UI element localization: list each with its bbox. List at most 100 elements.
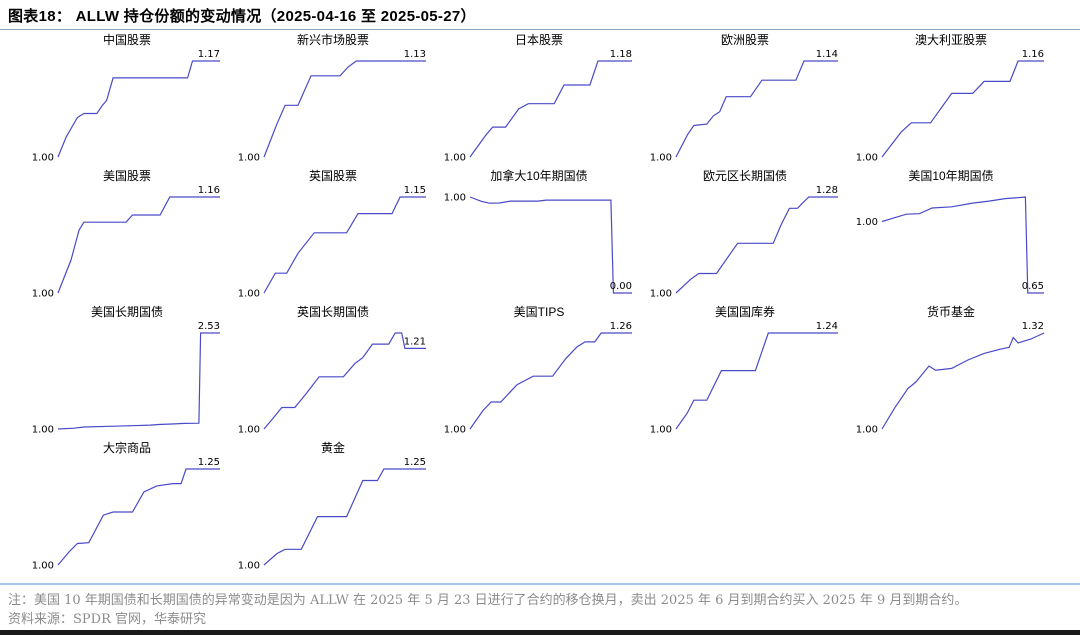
chart-start-value: 1.00: [444, 193, 466, 204]
chart-line: [881, 60, 1044, 158]
mini-chart: 美国TIPS 1.00 1.26: [436, 305, 642, 438]
footnote: 注：美国 10 年期国债和长期国债的异常变动是因为 ALLW 在 2025 年 …: [8, 593, 968, 608]
sparkline: 1.00 0.65: [856, 196, 1044, 294]
sparkline: 1.00 0.00: [444, 193, 632, 294]
footer-divider: [0, 583, 1080, 585]
chart-title: 货币基金: [926, 305, 975, 319]
chart-title: 美国长期国债: [90, 305, 163, 319]
mini-chart: 黄金 1.00 1.25: [230, 441, 436, 574]
mini-chart: 美国长期国债 1.00 2.53: [24, 305, 230, 438]
mini-chart: 美国股票 1.00 1.16: [24, 169, 230, 302]
mini-chart: 日本股票 1.00 1.18: [436, 33, 642, 166]
sparkline: 1.00 2.53: [32, 321, 220, 436]
chart-title: 加拿大10年期国债: [490, 169, 588, 183]
chart-start-value: 1.00: [444, 425, 466, 436]
chart-end-value: 1.15: [404, 185, 426, 196]
chart-start-value: 1.00: [650, 425, 672, 436]
chart-start-value: 1.00: [238, 289, 260, 300]
mini-chart: 新兴市场股票 1.00 1.13: [230, 33, 436, 166]
chart-line: [469, 332, 632, 430]
sparkline: 1.00 1.14: [650, 49, 838, 164]
chart-end-value: 1.18: [610, 49, 632, 60]
chart-title: 英国长期国债: [296, 305, 369, 319]
mini-chart: 澳大利亚股票 1.00 1.16: [848, 33, 1054, 166]
chart-end-value: 0.00: [610, 281, 632, 292]
chart-line: [57, 468, 220, 566]
chart-line: [675, 60, 838, 158]
chart-line: [469, 196, 632, 294]
mini-chart: 欧洲股票 1.00 1.14: [642, 33, 848, 166]
chart-end-value: 1.21: [404, 336, 426, 347]
chart-title: 黄金: [320, 441, 345, 455]
sparkline: 1.00 1.15: [238, 185, 426, 300]
chart-line: [263, 196, 426, 294]
chart-end-value: 1.16: [198, 185, 220, 196]
chart-title: 欧元区长期国债: [702, 169, 787, 183]
chart-title: 美国TIPS: [513, 305, 565, 319]
chart-start-value: 1.00: [32, 289, 54, 300]
chart-line: [675, 332, 838, 430]
chart-title: 新兴市场股票: [296, 33, 369, 47]
mini-chart: 英国长期国债 1.00 1.21: [230, 305, 436, 438]
chart-end-value: 1.14: [816, 49, 838, 60]
chart-start-value: 1.00: [32, 153, 54, 164]
sparkline: 1.00 1.21: [238, 332, 426, 436]
sparkline: 1.00 1.32: [856, 321, 1045, 436]
chart-title: 日本股票: [514, 33, 563, 47]
sparkline: 1.00 1.25: [238, 457, 426, 572]
chart-line: [263, 468, 426, 566]
chart-line: [57, 196, 220, 294]
sparkline: 1.00 1.16: [856, 49, 1044, 164]
chart-title: 英国股票: [308, 169, 357, 183]
chart-title: 美国股票: [102, 169, 151, 183]
chart-end-value: 1.25: [404, 457, 426, 468]
mini-chart: 欧元区长期国债 1.00 1.28: [642, 169, 848, 302]
chart-end-value: 0.65: [1022, 281, 1044, 292]
chart-title: 美国国库券: [714, 305, 775, 319]
chart-start-value: 1.00: [444, 153, 466, 164]
chart-end-value: 1.13: [404, 49, 426, 60]
chart-title: 大宗商品: [102, 441, 151, 455]
chart-end-value: 1.16: [1022, 49, 1044, 60]
chart-start-value: 1.00: [238, 425, 260, 436]
chart-start-value: 1.00: [856, 153, 878, 164]
chart-end-value: 1.32: [1022, 321, 1044, 332]
chart-start-value: 1.00: [32, 425, 54, 436]
chart-title: 中国股票: [102, 33, 151, 47]
chart-line: [675, 196, 838, 294]
chart-start-value: 1.00: [856, 425, 878, 436]
chart-start-value: 1.00: [650, 153, 672, 164]
mini-chart: 大宗商品 1.00 1.25: [24, 441, 230, 574]
sparkline: 1.00 1.13: [238, 49, 426, 164]
chart-line: [469, 60, 632, 158]
chart-line: [263, 60, 426, 158]
mini-chart: 美国10年期国债 1.00 0.65: [848, 169, 1054, 302]
chart-end-value: 1.17: [198, 49, 220, 60]
sparkline: 1.00 1.25: [32, 457, 220, 572]
chart-end-value: 2.53: [198, 321, 220, 332]
mini-chart: 美国国库券 1.00 1.24: [642, 305, 848, 438]
sparkline: 1.00 1.17: [32, 49, 220, 164]
chart-start-value: 1.00: [238, 153, 260, 164]
chart-start-value: 1.00: [856, 217, 878, 228]
chart-end-value: 1.25: [198, 457, 220, 468]
sparkline: 1.00 1.24: [650, 321, 838, 436]
chart-title: 美国10年期国债: [908, 169, 994, 183]
chart-start-value: 1.00: [32, 561, 54, 572]
chart-start-value: 1.00: [238, 561, 260, 572]
sparkline: 1.00 1.28: [650, 185, 838, 300]
chart-end-value: 1.24: [816, 321, 838, 332]
mini-chart: 货币基金 1.00 1.32: [848, 305, 1054, 438]
sparkline: 1.00 1.18: [444, 49, 632, 164]
figure-title: 图表18： ALLW 持仓份额的变动情况（2025-04-16 至 2025-0…: [8, 8, 476, 25]
chart-title: 欧洲股票: [720, 33, 769, 47]
chart-line: [881, 332, 1045, 430]
chart-line: [881, 196, 1044, 294]
chart-end-value: 1.28: [816, 185, 838, 196]
source-line: 资料来源：SPDR 官网，华泰研究: [8, 612, 206, 627]
mini-chart: 加拿大10年期国债 1.00 0.00: [436, 169, 642, 302]
chart-line: [57, 332, 220, 430]
sparkline: 1.00 1.26: [444, 321, 632, 436]
chart-end-value: 1.26: [610, 321, 632, 332]
